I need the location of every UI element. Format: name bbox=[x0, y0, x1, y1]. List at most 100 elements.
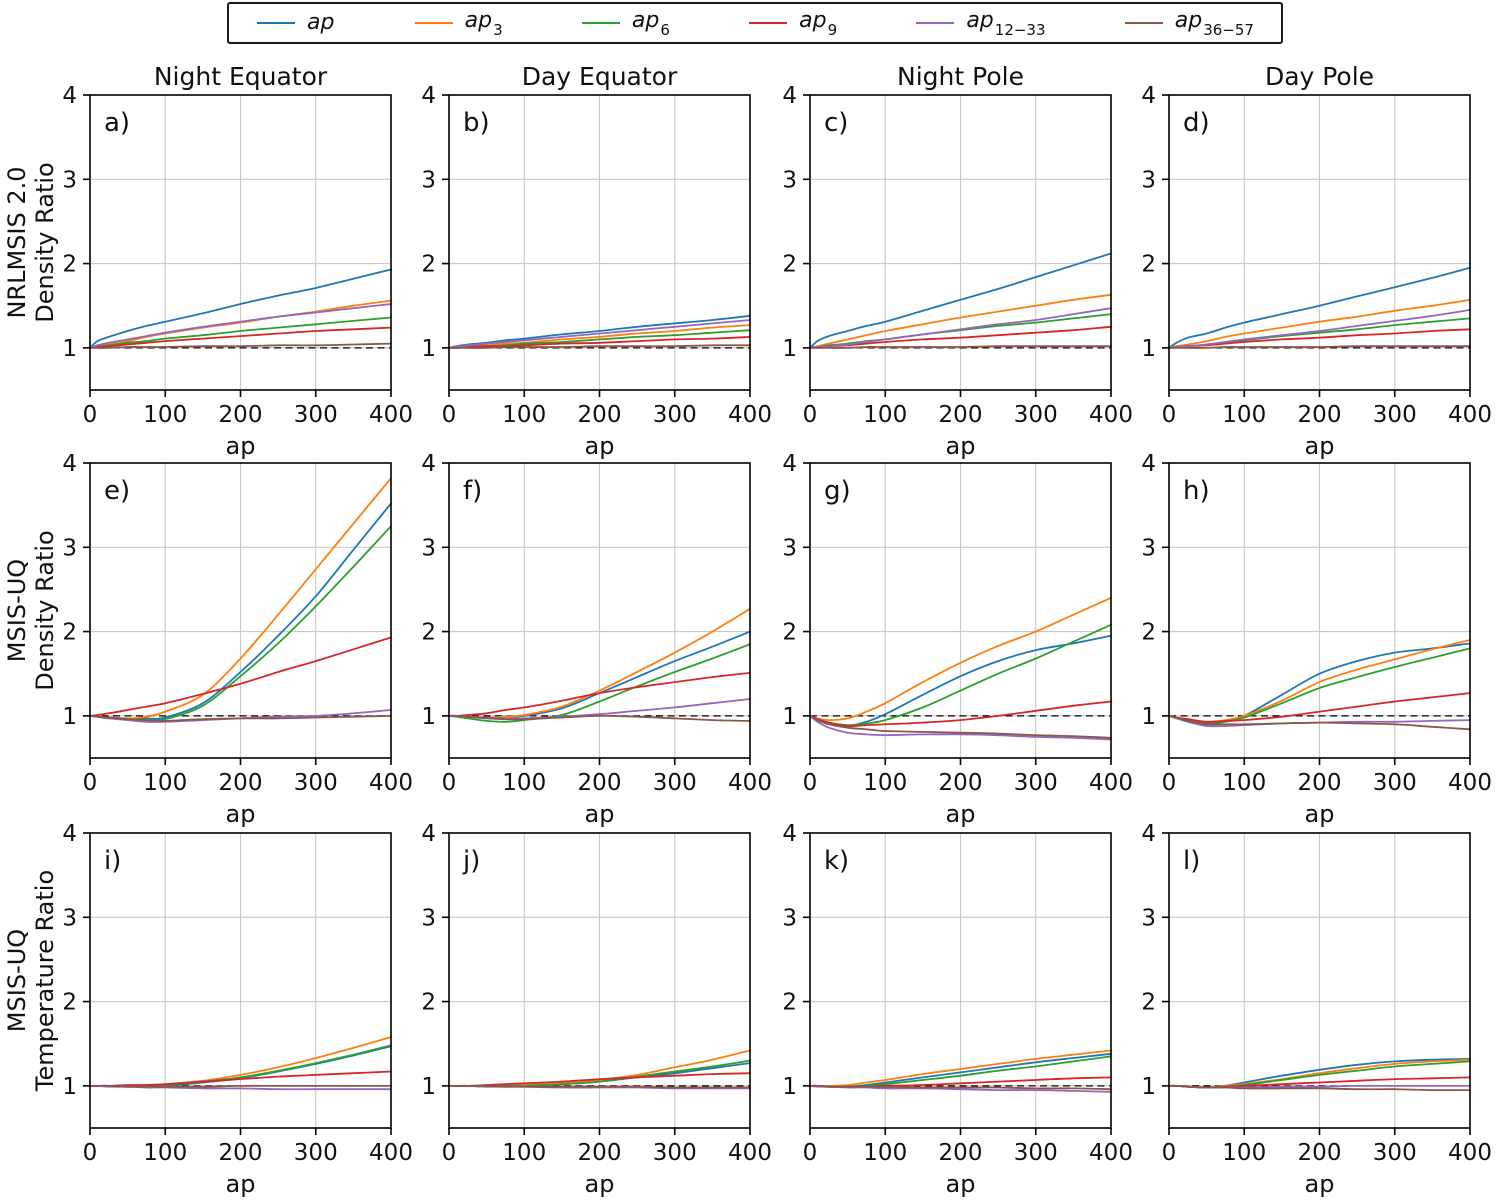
ytick-label-4: 4 bbox=[421, 821, 436, 847]
xtick-label-0: 0 bbox=[83, 402, 98, 428]
xtick-label-400: 400 bbox=[1448, 1140, 1492, 1166]
panel-c-chart: 1 2 3 4 0 100 200 300 400 c) Night Pole ap bbox=[782, 62, 1133, 460]
series-ap12_33-line bbox=[809, 307, 1112, 349]
xtick-label-200: 200 bbox=[219, 1140, 263, 1166]
legend-line-sample-ap3 bbox=[414, 21, 453, 24]
yaxis-label-row2-line2: Temperature Ratio bbox=[31, 870, 59, 1092]
series-ap3-line bbox=[809, 293, 1112, 349]
ytick-label-4: 4 bbox=[421, 451, 436, 477]
column-title-0: Night Equator bbox=[154, 62, 328, 91]
xtick-label-400: 400 bbox=[369, 1140, 413, 1166]
ytick-label-1: 1 bbox=[421, 1074, 436, 1100]
legend-line-sample-ap6 bbox=[581, 21, 620, 24]
xtick-label-400: 400 bbox=[1089, 770, 1133, 796]
ytick-label-2: 2 bbox=[1141, 252, 1156, 278]
series-ap12_33-line bbox=[809, 715, 1112, 741]
xtick-label-100: 100 bbox=[1222, 402, 1266, 428]
ytick-label-4: 4 bbox=[62, 83, 77, 109]
ytick-label-3: 3 bbox=[782, 167, 797, 193]
legend-label-ap3: ap3 bbox=[464, 8, 503, 39]
ytick-label-2: 2 bbox=[782, 990, 797, 1016]
legend-line-sample-ap12_33 bbox=[916, 21, 955, 24]
xtick-label-400: 400 bbox=[369, 402, 413, 428]
ytick-label-1: 1 bbox=[782, 336, 797, 362]
xaxis-label: ap bbox=[226, 1170, 256, 1198]
ytick-label-4: 4 bbox=[421, 83, 436, 109]
yaxis-label-row1-line2: Density Ratio bbox=[31, 530, 59, 691]
ytick-label-3: 3 bbox=[421, 167, 436, 193]
ytick-label-4: 4 bbox=[1141, 821, 1156, 847]
panel-a-chart: 1 2 3 4 0 100 200 300 400 a) Night Equator ap NRLMSI… bbox=[3, 62, 413, 460]
ytick-label-2: 2 bbox=[421, 252, 436, 278]
series-ap3-line bbox=[1168, 298, 1471, 349]
xtick-label-300: 300 bbox=[294, 1140, 338, 1166]
legend: ap ap3 ap6 ap9 ap12−33 ap36−57 bbox=[227, 2, 1283, 44]
xtick-label-200: 200 bbox=[578, 770, 622, 796]
yaxis-label-row0-line2: Density Ratio bbox=[31, 162, 59, 323]
xaxis-label: ap bbox=[1305, 800, 1335, 828]
ytick-label-1: 1 bbox=[62, 704, 77, 730]
ytick-label-4: 4 bbox=[62, 451, 77, 477]
ytick-label-1: 1 bbox=[62, 1074, 77, 1100]
panel-e-chart: 1 2 3 4 0 100 200 300 400 e) ap MSIS-UQ Density Rati… bbox=[3, 451, 413, 828]
series-ap9-line bbox=[809, 700, 1112, 727]
panel-d-chart: 1 2 3 4 0 100 200 300 400 d) Day Pole ap bbox=[1141, 62, 1492, 460]
series-ap9-line bbox=[1168, 692, 1471, 723]
panel-letter-a: a) bbox=[104, 108, 130, 138]
xtick-label-400: 400 bbox=[728, 402, 772, 428]
ytick-label-1: 1 bbox=[421, 336, 436, 362]
xtick-label-100: 100 bbox=[502, 770, 546, 796]
legend-item-ap36_57: ap36−57 bbox=[1124, 8, 1254, 39]
series-ap36_57-line bbox=[809, 1084, 1112, 1091]
xtick-label-0: 0 bbox=[1162, 770, 1177, 796]
xtick-label-0: 0 bbox=[803, 1140, 818, 1166]
xtick-label-0: 0 bbox=[803, 770, 818, 796]
legend-label-ap6: ap6 bbox=[631, 8, 670, 39]
xaxis-label: ap bbox=[585, 800, 615, 828]
panel-letter-b: b) bbox=[463, 108, 490, 138]
xaxis-label: ap bbox=[585, 432, 615, 460]
column-title-2: Night Pole bbox=[897, 62, 1024, 91]
ytick-label-3: 3 bbox=[62, 535, 77, 561]
xaxis-label: ap bbox=[946, 1170, 976, 1198]
ytick-label-3: 3 bbox=[62, 167, 77, 193]
series-ap36_57-line bbox=[809, 345, 1112, 349]
panel-letter-h: h) bbox=[1183, 476, 1210, 506]
xtick-label-300: 300 bbox=[294, 402, 338, 428]
xaxis-label: ap bbox=[226, 800, 256, 828]
xtick-label-0: 0 bbox=[1162, 1140, 1177, 1166]
series-ap-line bbox=[1168, 266, 1471, 349]
xtick-label-300: 300 bbox=[1373, 770, 1417, 796]
ytick-label-1: 1 bbox=[1141, 1074, 1156, 1100]
xtick-label-0: 0 bbox=[83, 1140, 98, 1166]
ytick-label-3: 3 bbox=[1141, 167, 1156, 193]
xtick-label-0: 0 bbox=[442, 1140, 457, 1166]
panel-l-chart: 1 2 3 4 0 100 200 300 400 l) ap bbox=[1141, 821, 1492, 1198]
yaxis-label-row2-line1: MSIS-UQ bbox=[3, 929, 31, 1032]
ytick-label-4: 4 bbox=[1141, 451, 1156, 477]
legend-label-ap12_33: ap12−33 bbox=[966, 8, 1046, 39]
series-ap36_57-line bbox=[448, 714, 751, 722]
xtick-label-0: 0 bbox=[803, 402, 818, 428]
series-ap36_57-line bbox=[809, 715, 1112, 739]
ytick-label-1: 1 bbox=[782, 1074, 797, 1100]
panel-j-chart: 1 2 3 4 0 100 200 300 400 j) ap bbox=[421, 821, 772, 1198]
ytick-label-2: 2 bbox=[782, 620, 797, 646]
ytick-label-4: 4 bbox=[782, 83, 797, 109]
xtick-label-300: 300 bbox=[294, 770, 338, 796]
legend-label-ap36_57: ap36−57 bbox=[1174, 8, 1254, 39]
ytick-label-3: 3 bbox=[1141, 905, 1156, 931]
xtick-label-300: 300 bbox=[653, 402, 697, 428]
xaxis-label: ap bbox=[946, 432, 976, 460]
series-ap36_57-line bbox=[448, 344, 751, 349]
panel-letter-e: e) bbox=[104, 476, 130, 506]
xtick-label-200: 200 bbox=[578, 402, 622, 428]
ytick-label-2: 2 bbox=[421, 990, 436, 1016]
series-ap36_57-line bbox=[1168, 345, 1471, 349]
xtick-label-200: 200 bbox=[578, 1140, 622, 1166]
panel-letter-d: d) bbox=[1183, 108, 1210, 138]
xtick-label-100: 100 bbox=[502, 1140, 546, 1166]
series-ap9-line bbox=[89, 636, 392, 717]
panel-h-chart: 1 2 3 4 0 100 200 300 400 h) ap bbox=[1141, 451, 1492, 828]
xtick-label-100: 100 bbox=[1222, 770, 1266, 796]
